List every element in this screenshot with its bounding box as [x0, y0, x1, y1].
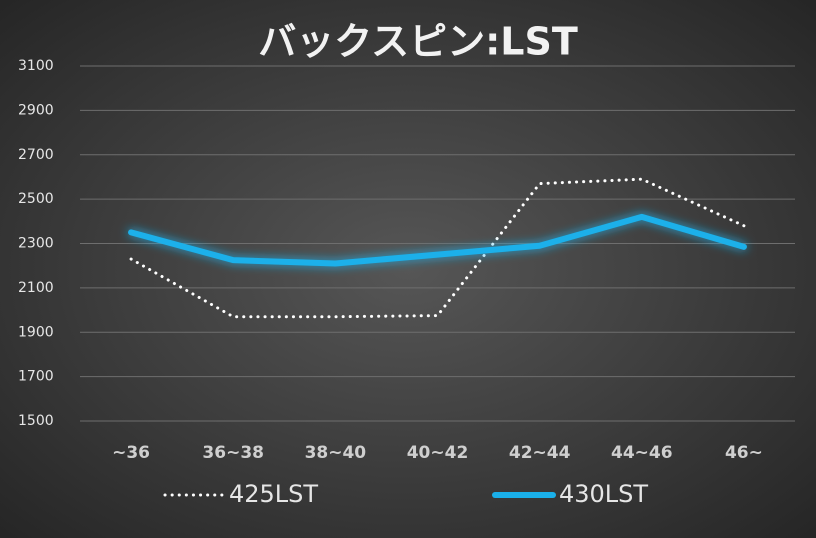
- y-tick-label: 2900: [18, 102, 54, 118]
- y-tick-label: 2300: [18, 236, 54, 252]
- series-line: [129, 177, 746, 319]
- chart-title: バックスピン:LST: [258, 20, 578, 64]
- legend-label: 425LST: [229, 480, 318, 508]
- x-tick-label: 42~44: [509, 443, 571, 463]
- y-tick-label: 2100: [18, 280, 54, 296]
- y-tick-label: 1700: [18, 369, 54, 385]
- y-tick-label: 1500: [18, 413, 54, 429]
- series-line: [128, 213, 747, 267]
- y-tick-label: 3100: [18, 58, 54, 74]
- x-tick-label: 38~40: [305, 443, 367, 463]
- legend-label: 430LST: [559, 480, 648, 508]
- y-tick-label: 2700: [18, 147, 54, 163]
- x-tick-label: 36~38: [202, 443, 264, 463]
- y-tick-label: 1900: [18, 324, 54, 340]
- x-tick-label: ~36: [112, 443, 150, 463]
- x-tick-label: 44~46: [611, 443, 673, 463]
- x-tick-label: 40~42: [407, 443, 469, 463]
- x-tick-label: 46~: [725, 443, 763, 463]
- y-tick-label: 2500: [18, 191, 54, 207]
